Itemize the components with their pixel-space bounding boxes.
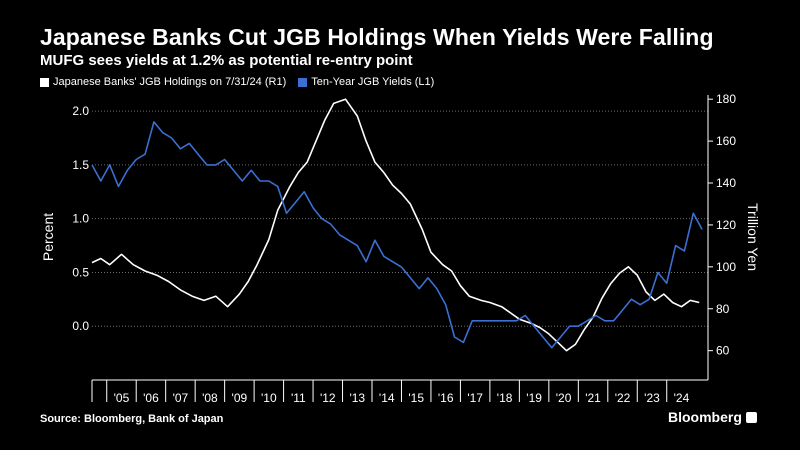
x-tick-label: '06	[143, 391, 159, 405]
x-tick-label: '15	[408, 391, 424, 405]
legend: Japanese Banks' JGB Holdings on 7/31/24 …	[40, 76, 434, 88]
series-lines	[91, 98, 703, 352]
x-tick-label: '09	[232, 391, 248, 405]
x-tick-label: '21	[585, 391, 601, 405]
left-tick-label: 0.5	[72, 265, 89, 279]
x-tick-label: '24	[674, 391, 690, 405]
right-axis-ticks: 60 80 100 120 140 160 180	[707, 92, 736, 380]
x-tick-label: '07	[173, 391, 189, 405]
left-tick-label: 2.0	[72, 104, 89, 118]
brand-name: Bloomberg	[668, 409, 742, 425]
chart-subtitle: MUFG sees yields at 1.2% as potential re…	[40, 52, 413, 69]
x-tick-label: '08	[202, 391, 218, 405]
left-tick-label: 1.5	[72, 158, 89, 172]
x-tick-label: '22	[615, 391, 631, 405]
legend-swatch-holdings	[40, 77, 49, 87]
right-tick-label: 140	[716, 176, 736, 190]
x-tick-label: '23	[644, 391, 660, 405]
x-tick-label: '05	[114, 391, 130, 405]
bloomberg-logo: Bloomberg	[668, 409, 757, 425]
right-tick-label: 120	[716, 218, 736, 232]
legend-item-yields: Ten-Year JGB Yields (L1)	[298, 76, 434, 88]
legend-label-yields: Ten-Year JGB Yields (L1)	[311, 76, 435, 88]
left-axis-label: Percent	[40, 213, 56, 261]
source-note: Source: Bloomberg, Bank of Japan	[40, 413, 224, 425]
legend-item-holdings: Japanese Banks' JGB Holdings on 7/31/24 …	[40, 76, 286, 88]
right-tick-label: 60	[716, 344, 730, 358]
yields-line	[91, 121, 703, 349]
chart-title: Japanese Banks Cut JGB Holdings When Yie…	[40, 24, 714, 50]
right-tick-label: 80	[716, 302, 730, 316]
right-axis-label: Trillion Yen	[745, 203, 761, 271]
x-tick-label: '19	[526, 391, 542, 405]
x-tick-label: '11	[291, 391, 306, 405]
x-tick-label: '13	[349, 391, 365, 405]
x-tick-label: '16	[438, 391, 454, 405]
right-tick-label: 180	[716, 92, 736, 106]
legend-label-holdings: Japanese Banks' JGB Holdings on 7/31/24 …	[53, 76, 287, 88]
left-tick-label: 0.0	[72, 319, 89, 333]
x-tick-label: '12	[320, 391, 336, 405]
grid-lines	[92, 110, 708, 327]
left-axis-ticks: 0.0 0.5 1.0 1.5 2.0	[72, 104, 89, 333]
brand-mark-icon	[745, 411, 757, 423]
legend-swatch-yields	[298, 77, 308, 87]
right-tick-label: 160	[716, 134, 736, 148]
right-tick-label: 100	[716, 260, 736, 274]
holdings-line	[91, 98, 700, 352]
left-tick-label: 1.0	[72, 212, 89, 226]
x-tick-label: '18	[497, 391, 513, 405]
x-tick-label: '20	[556, 391, 572, 405]
x-axis-ticks: '05 '06 '07 '08 '09 '10 '11 '12 '13 '14 '15 '16 '17 '…	[91, 379, 708, 405]
x-tick-label: '17	[467, 391, 483, 405]
x-tick-label: '14	[379, 391, 395, 405]
x-tick-label: '10	[261, 391, 277, 405]
